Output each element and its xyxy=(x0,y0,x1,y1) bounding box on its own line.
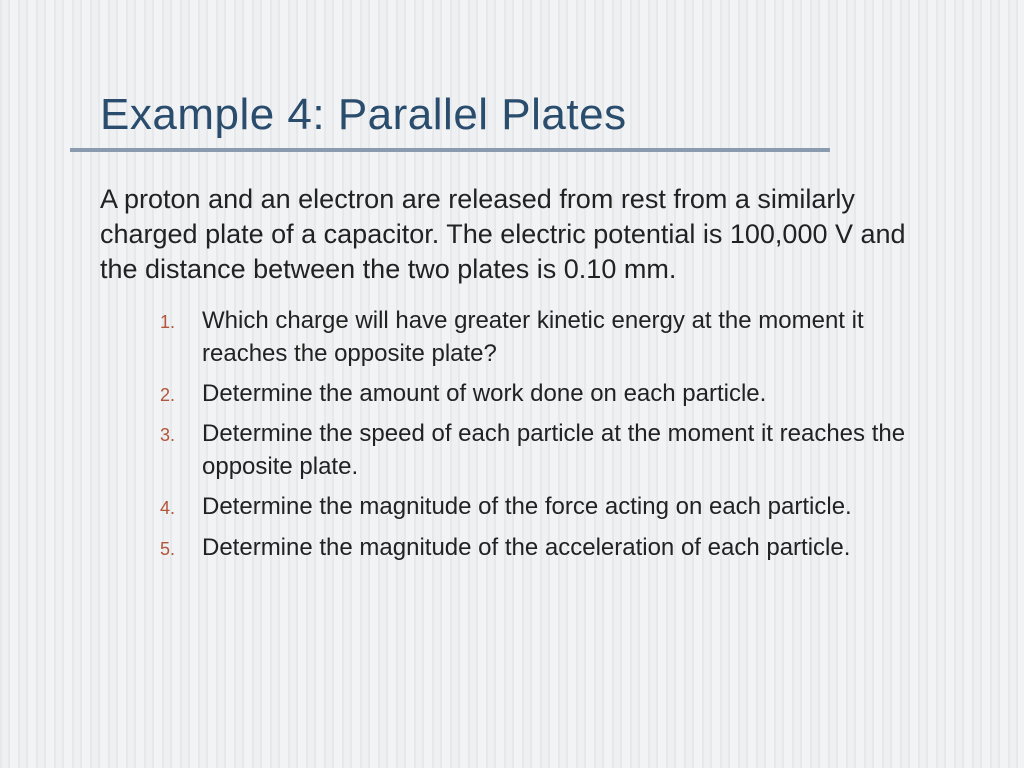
slide-title: Example 4: Parallel Plates xyxy=(100,90,944,140)
list-item: Determine the speed of each particle at … xyxy=(160,418,944,483)
list-item: Determine the magnitude of the force act… xyxy=(160,491,944,523)
list-item: Determine the magnitude of the accelerat… xyxy=(160,532,944,564)
intro-paragraph: A proton and an electron are released fr… xyxy=(100,182,944,287)
slide-container: Example 4: Parallel Plates A proton and … xyxy=(0,0,1024,768)
question-list: Which charge will have greater kinetic e… xyxy=(100,305,944,564)
list-item: Which charge will have greater kinetic e… xyxy=(160,305,944,370)
list-item: Determine the amount of work done on eac… xyxy=(160,378,944,410)
title-underline xyxy=(70,148,830,152)
